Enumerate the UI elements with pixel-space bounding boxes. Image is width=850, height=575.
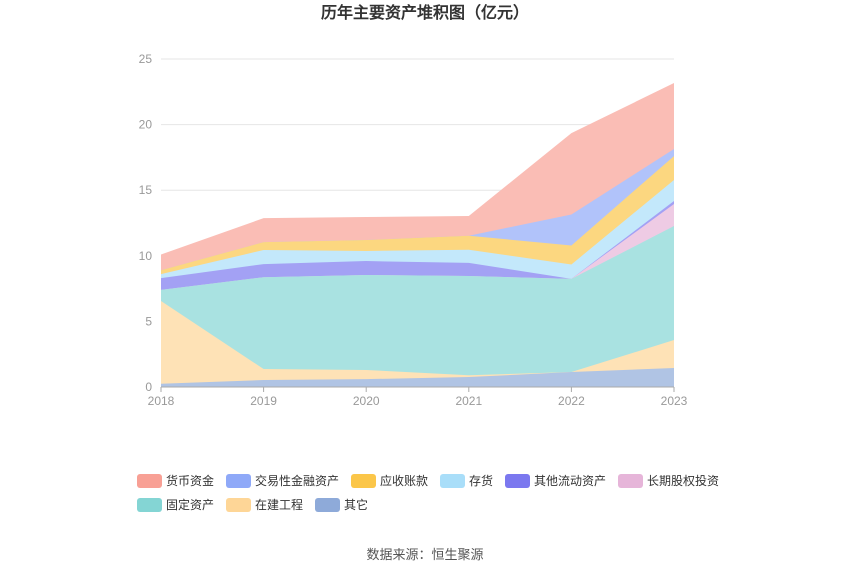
x-tick-label: 2018: [148, 394, 175, 408]
legend-label: 其他流动资产: [534, 474, 607, 488]
x-tick-label: 2022: [558, 394, 585, 408]
legend-item-cash[interactable]: 货币资金: [137, 474, 214, 488]
legend-swatch: [618, 474, 643, 488]
legend-label: 存货: [469, 474, 494, 488]
legend-label: 货币资金: [166, 474, 215, 488]
x-tick-label: 2021: [455, 394, 482, 408]
area-series-group: [161, 83, 674, 387]
legend-swatch: [226, 498, 251, 512]
legend-item-other-current-assets[interactable]: 其他流动资产: [505, 474, 606, 488]
legend-item-long-term-equity-investments[interactable]: 长期股权投资: [618, 474, 719, 488]
y-tick-label: 10: [139, 249, 153, 263]
y-tick-label: 20: [139, 118, 153, 132]
y-tick-label: 5: [145, 314, 152, 328]
legend-swatch: [505, 474, 530, 488]
legend-swatch: [226, 474, 251, 488]
x-tick-label: 2023: [661, 394, 688, 408]
chart-legend: 货币资金 交易性金融资产 应收账款 存货 其他流动资产 长期股权投资固定资产 在建工程 其它: [137, 474, 737, 512]
data-source-note: 数据来源：恒生聚源: [366, 547, 484, 562]
legend-item-other-assets[interactable]: 其它: [315, 498, 368, 512]
area-fixed-assets: [161, 226, 674, 387]
legend-label: 在建工程: [255, 498, 304, 512]
legend-swatch: [315, 498, 340, 512]
y-tick-label: 25: [139, 52, 153, 66]
legend-swatch: [137, 498, 162, 512]
legend-label: 长期股权投资: [647, 474, 720, 488]
legend-item-fixed-assets[interactable]: 固定资产: [137, 498, 214, 512]
legend-label: 交易性金融资产: [255, 474, 340, 488]
x-tick-label: 2019: [250, 394, 277, 408]
x-tick-label: 2020: [353, 394, 380, 408]
legend-label: 应收账款: [380, 474, 429, 488]
legend-item-construction-in-progress[interactable]: 在建工程: [226, 498, 303, 512]
legend-swatch: [137, 474, 162, 488]
legend-swatch: [351, 474, 376, 488]
chart-title: 历年主要资产堆积图（亿元）: [320, 5, 529, 22]
legend-label: 固定资产: [166, 498, 215, 512]
legend-item-trading-financial-assets[interactable]: 交易性金融资产: [226, 474, 339, 488]
legend-item-inventory[interactable]: 存货: [440, 474, 493, 488]
area-other-assets: [161, 367, 674, 387]
y-tick-label: 0: [145, 380, 152, 394]
legend-label: 其它: [344, 498, 369, 512]
legend-swatch: [440, 474, 465, 488]
y-tick-label: 15: [139, 183, 153, 197]
legend-item-accounts-receivable[interactable]: 应收账款: [351, 474, 428, 488]
